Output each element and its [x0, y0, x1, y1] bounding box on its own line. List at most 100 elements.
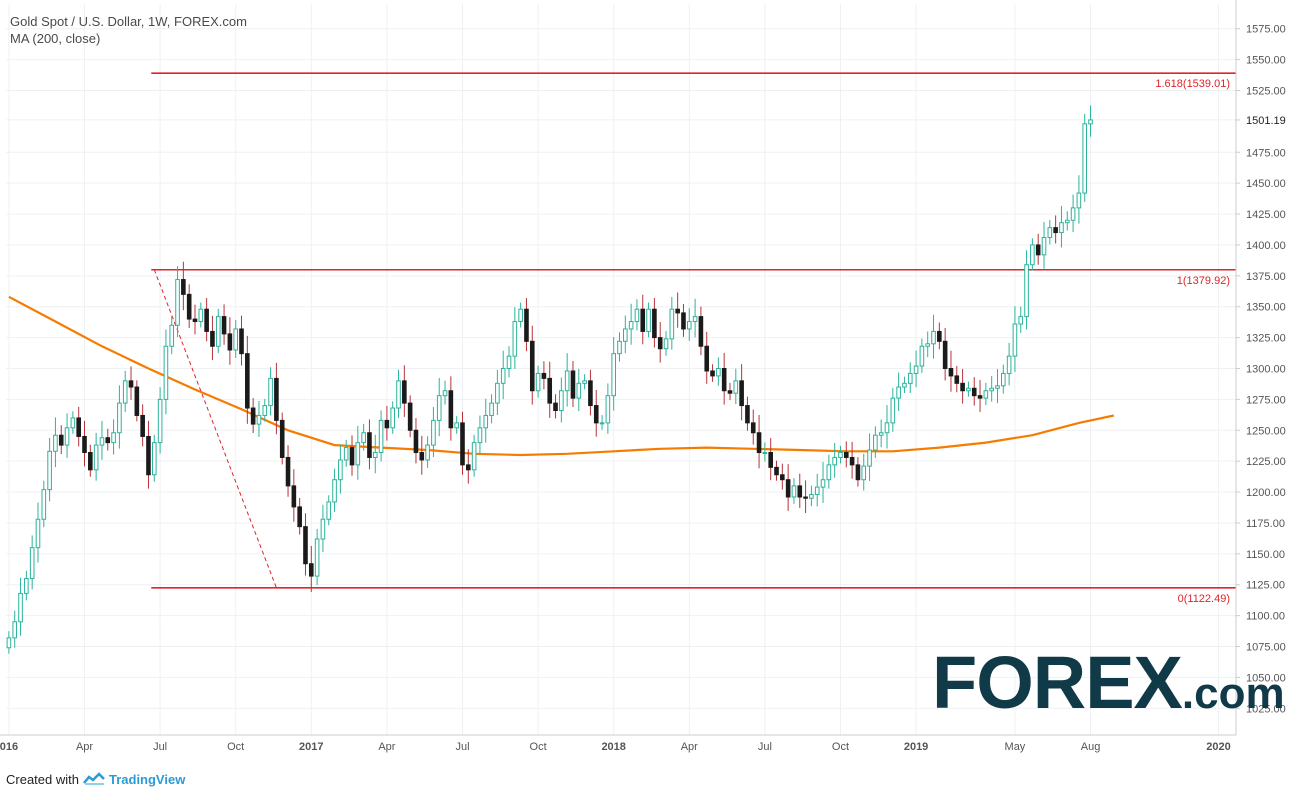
fibonacci-levels[interactable]: 1.618(1539.01) 1(1379.92) 0(1122.49)	[151, 72, 1236, 605]
candle	[442, 380, 448, 405]
time-axis[interactable]: 016 Apr Jul Oct 2017 Apr Jul Oct 2018 Apr Jul Oct 20…	[0, 734, 1236, 753]
candle-body-up	[268, 377, 273, 407]
candle	[599, 415, 605, 430]
candle	[221, 304, 227, 345]
candle-body-up	[925, 343, 931, 347]
candle-body-up	[1012, 323, 1018, 357]
candle-body-up	[983, 390, 989, 399]
candle	[919, 338, 925, 373]
candle	[24, 570, 29, 601]
candle-body-up	[1076, 192, 1082, 209]
candle	[867, 433, 872, 481]
candle	[361, 423, 366, 451]
candle-body-up	[1064, 219, 1070, 224]
candle-body-down	[570, 370, 576, 399]
candle-body-down	[704, 345, 710, 372]
price-axis[interactable]: 1025.00 1050.00 1075.00 1100.00 1125.00 1150.…	[1235, 0, 1286, 735]
candle-body-down	[977, 395, 983, 399]
candle	[47, 437, 52, 502]
candle-body-up	[24, 578, 29, 594]
candle-body-up	[1018, 316, 1024, 325]
candle-body-up	[70, 417, 76, 429]
candle-body-down	[279, 419, 285, 458]
candle	[535, 365, 541, 398]
candle	[262, 398, 268, 422]
candle	[780, 463, 785, 490]
candle	[390, 401, 396, 434]
candle	[396, 369, 401, 418]
candle-body-up	[1041, 237, 1047, 256]
candle	[692, 298, 698, 338]
candle-body-up	[18, 592, 23, 623]
candle-body-up	[117, 402, 122, 434]
candle-body-up	[53, 434, 58, 452]
candle	[983, 382, 989, 406]
footer-brand[interactable]: TradingView	[108, 772, 186, 787]
candle	[733, 368, 739, 405]
candle-body-up	[431, 419, 436, 446]
candle-body-down	[186, 293, 192, 320]
candle	[524, 298, 529, 352]
candle-body-up	[582, 380, 587, 384]
candle	[564, 353, 570, 407]
candle-body-up	[686, 321, 692, 330]
candle-body-up	[477, 427, 483, 444]
candle	[1070, 194, 1076, 233]
candle-body-up	[151, 442, 157, 476]
candle	[500, 350, 506, 400]
time-tick-label: Apr	[681, 741, 698, 753]
candle-body-up	[512, 321, 518, 357]
logo-suffix: .com	[1181, 669, 1285, 718]
candle	[239, 315, 244, 366]
candle-body-down	[349, 447, 355, 466]
candles	[6, 105, 1093, 654]
candle-body-down	[727, 390, 733, 394]
candle	[762, 442, 768, 462]
candle-body-down	[588, 380, 593, 407]
candle	[657, 322, 663, 363]
candle-body-up	[99, 437, 105, 446]
candle	[710, 364, 715, 382]
time-tick-label: Oct	[227, 741, 244, 753]
candle-body-down	[146, 435, 151, 476]
candle	[157, 387, 163, 454]
candle	[227, 317, 233, 365]
time-tick-label: Oct	[832, 741, 849, 753]
candle-body-down	[413, 429, 419, 454]
candle	[93, 432, 99, 481]
candle-body-up	[256, 414, 262, 425]
candle-body-down	[384, 419, 390, 429]
candle-body-down	[652, 308, 657, 339]
candle-body-down	[657, 337, 663, 350]
candle-body-up	[378, 419, 384, 454]
candle	[896, 372, 901, 412]
candle	[873, 426, 878, 458]
candle-body-up	[175, 279, 180, 326]
candle	[181, 261, 186, 311]
candle	[559, 377, 564, 423]
candle	[6, 631, 12, 654]
candle	[88, 444, 93, 477]
candle	[12, 610, 18, 648]
candle	[907, 362, 913, 394]
candle	[215, 308, 221, 354]
candle	[1047, 219, 1053, 245]
candle	[791, 478, 797, 504]
candle	[274, 362, 279, 435]
candle	[704, 331, 710, 384]
candle-body-down	[843, 452, 849, 458]
grid	[6, 4, 1236, 735]
candle	[902, 376, 907, 393]
candle-body-down	[942, 340, 948, 370]
candle	[326, 495, 332, 526]
candle-body-up	[12, 621, 18, 639]
candle	[686, 308, 692, 341]
candle-body-up	[873, 434, 878, 451]
last-price-label: 1501.19	[1246, 115, 1286, 127]
candle	[529, 325, 535, 405]
candle-body-up	[343, 447, 349, 461]
candle	[320, 504, 326, 552]
candle-body-up	[902, 382, 907, 388]
